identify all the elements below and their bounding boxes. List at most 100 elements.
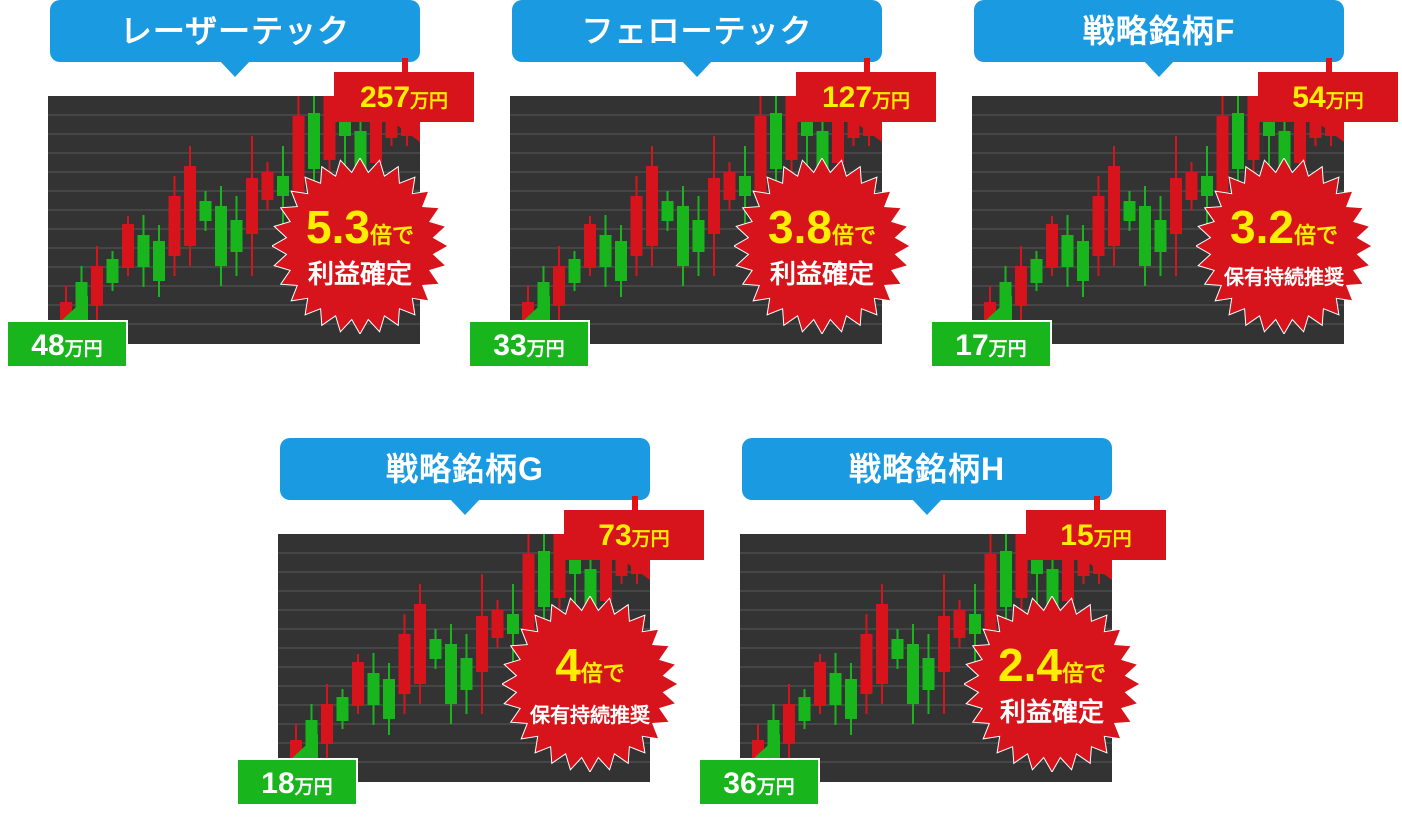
candle-body xyxy=(1154,220,1167,252)
multiplier-value: 3.8 xyxy=(768,201,832,253)
candle-body xyxy=(661,201,674,221)
end-price-value: 73 xyxy=(598,519,632,552)
candle-body xyxy=(1170,178,1182,234)
candle-body xyxy=(1108,166,1120,246)
end-price-unit: 万円 xyxy=(1325,91,1364,112)
title-pointer xyxy=(219,60,251,77)
candle-body xyxy=(1185,172,1198,200)
candle-body xyxy=(336,697,349,721)
candle-body xyxy=(522,554,535,634)
end-price-badge: 15万円 xyxy=(1026,510,1166,560)
candle-body xyxy=(938,616,950,672)
candle-body xyxy=(692,220,705,252)
flag-marker xyxy=(632,496,638,510)
candle-body xyxy=(321,704,333,744)
stock-name-label: 戦略銘柄H xyxy=(742,438,1112,500)
candle-body xyxy=(538,551,550,607)
candle-body xyxy=(383,679,395,719)
start-price-unit: 万円 xyxy=(64,339,103,360)
candle-body xyxy=(860,634,873,694)
start-price-pointer xyxy=(522,296,550,322)
multiplier-value: 4 xyxy=(555,639,581,691)
candle-body xyxy=(832,119,844,163)
multiplier: 5.3倍で xyxy=(272,202,448,261)
end-price-unit: 万円 xyxy=(410,91,449,112)
candle-body xyxy=(845,679,857,719)
candle-body xyxy=(476,616,488,672)
candle-body xyxy=(953,610,966,638)
burst-shape xyxy=(1196,158,1372,334)
candle-body xyxy=(922,658,935,690)
candle-body xyxy=(168,196,181,256)
end-price-pointer xyxy=(1082,558,1112,580)
candle-body xyxy=(708,178,720,234)
end-price-value: 127 xyxy=(821,81,873,114)
start-price-value: 18 xyxy=(261,767,295,800)
candle-body xyxy=(1015,534,1028,598)
candle-body xyxy=(122,224,134,268)
candle-body xyxy=(1046,224,1058,268)
flag-marker xyxy=(1326,58,1332,72)
candle-body xyxy=(816,131,829,171)
candle-body xyxy=(370,119,382,163)
multiplier-suffix: 倍で xyxy=(1293,223,1338,248)
candle-body xyxy=(630,196,643,256)
multiplier: 4倍で xyxy=(502,640,678,699)
candle-body xyxy=(429,639,442,659)
candle-body xyxy=(1123,201,1136,221)
candle-body xyxy=(308,113,320,169)
stock-name-label: フェローテック xyxy=(512,0,882,62)
multiplier-suffix: 倍で xyxy=(831,223,876,248)
result-burst: 4倍で 保有持続推奨 xyxy=(502,596,678,772)
end-price-value: 257 xyxy=(359,81,411,114)
burst-shape xyxy=(502,596,678,772)
candle-body xyxy=(507,614,519,634)
candle-body xyxy=(798,697,811,721)
stock-card: フェローテック 127万円 33万円 3.8倍で 利益確定 xyxy=(468,0,982,400)
start-price-badge: 18万円 xyxy=(236,758,358,806)
candle-body xyxy=(1061,235,1074,267)
result-burst: 5.3倍で 利益確定 xyxy=(272,158,448,334)
candle-body xyxy=(754,116,767,196)
candle-body xyxy=(414,604,426,684)
candle-body xyxy=(460,658,473,690)
start-price-unit: 万円 xyxy=(526,339,565,360)
verdict-label: 利益確定 xyxy=(307,259,412,289)
candle-body xyxy=(783,704,795,744)
candle-body xyxy=(445,644,457,704)
start-price-unit: 万円 xyxy=(756,777,795,798)
end-price-pointer xyxy=(852,120,882,142)
multiplier-suffix: 倍で xyxy=(369,223,414,248)
start-price-value: 36 xyxy=(723,767,757,800)
flag-marker xyxy=(1094,496,1100,510)
start-price-pointer xyxy=(60,296,88,322)
start-price-unit: 万円 xyxy=(294,777,333,798)
candle-body xyxy=(739,176,751,196)
start-price-unit: 万円 xyxy=(988,339,1027,360)
candle-body xyxy=(1139,206,1151,266)
candle-body xyxy=(277,176,289,196)
candle-body xyxy=(1201,176,1213,196)
end-price-unit: 万円 xyxy=(1093,529,1132,550)
stock-name-label: レーザーテック xyxy=(50,0,420,62)
stock-card: 戦略銘柄H 15万円 36万円 2.4倍で 利益確定 xyxy=(698,438,1212,838)
flag-marker xyxy=(402,58,408,72)
stock-name-label: 戦略銘柄G xyxy=(280,438,650,500)
candle-body xyxy=(246,178,258,234)
candle-body xyxy=(891,639,904,659)
candle-body xyxy=(1232,113,1244,169)
title-pointer xyxy=(1143,60,1175,77)
result-burst: 3.8倍で 利益確定 xyxy=(734,158,910,334)
end-price-badge: 54万円 xyxy=(1258,72,1398,122)
multiplier-value: 3.2 xyxy=(1230,201,1294,253)
end-price-value: 54 xyxy=(1292,81,1326,114)
candle-body xyxy=(1062,557,1074,601)
burst-star xyxy=(734,158,910,334)
candle-body xyxy=(1216,116,1229,196)
candle-body xyxy=(584,224,596,268)
candle-body xyxy=(1294,119,1306,163)
candle-body xyxy=(553,266,565,306)
flag-marker xyxy=(864,58,870,72)
end-price-badge: 257万円 xyxy=(334,72,474,122)
start-price-badge: 17万円 xyxy=(930,320,1052,368)
